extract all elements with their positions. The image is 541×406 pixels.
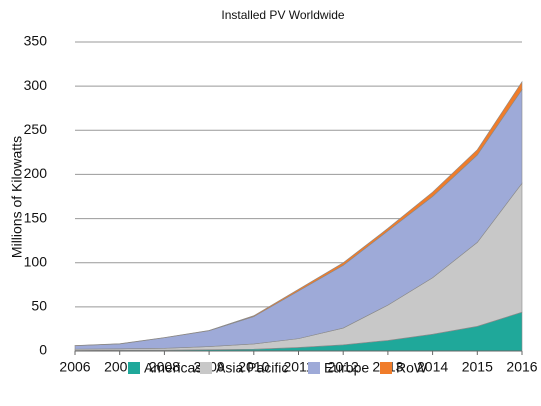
legend-label: RoW: [396, 360, 428, 376]
y-tick-label: 150: [24, 209, 48, 225]
x-tick-label: 2015: [462, 359, 493, 375]
legend-label: Asia Pacific: [216, 360, 288, 376]
y-tick-label: 200: [24, 165, 48, 181]
area: [74, 80, 523, 347]
x-tick-label: 2014: [417, 359, 448, 375]
y-tick-label: 300: [24, 77, 48, 93]
y-tick-label: 250: [24, 121, 48, 137]
x-tick-label: 2016: [506, 359, 537, 375]
y-tick-label: 0: [39, 342, 47, 358]
legend-label: Europe: [324, 360, 369, 376]
legend-label: Americas: [144, 360, 202, 376]
x-tick-label: 2006: [59, 359, 90, 375]
legend-swatch: [128, 362, 140, 374]
y-tick-label: 100: [24, 253, 48, 269]
y-tick-label: 350: [24, 33, 48, 49]
x-tick-label: 2011: [283, 359, 313, 375]
x-tick-label: 2007: [104, 359, 135, 375]
x-tick-label: 2008: [149, 359, 180, 375]
legend-swatch: [380, 362, 392, 374]
x-tick-label: 2010: [238, 359, 269, 375]
legend-swatch: [308, 362, 320, 374]
x-tick-label: 2012: [328, 359, 359, 375]
y-tick-label: 50: [31, 298, 47, 314]
legend-swatch: [200, 362, 212, 374]
chart-title: Installed PV Worldwide: [221, 8, 344, 22]
y-axis-label: Millions of Kilowatts: [9, 136, 25, 258]
